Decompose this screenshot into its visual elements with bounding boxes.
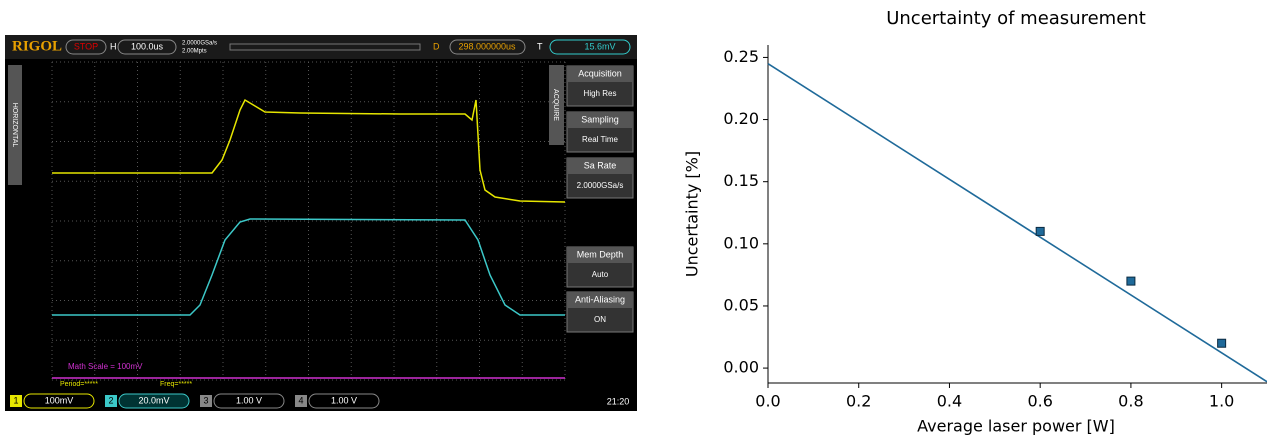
x-tick-label: 0.8: [1118, 392, 1143, 411]
math-scale: Math Scale = 100mV: [68, 362, 143, 371]
data-point: [1218, 339, 1226, 347]
menu-value: Real Time: [582, 135, 619, 144]
channel-id: 4: [298, 395, 303, 405]
menu-title: Anti-Aliasing: [575, 294, 625, 304]
menu-value: High Res: [584, 89, 617, 98]
channel-scale: 1.00 V: [236, 395, 262, 405]
chart-title: Uncertainty of measurement: [886, 8, 1146, 29]
h-label: H: [110, 41, 117, 51]
delay: 298.000000us: [458, 41, 516, 51]
x-tick-label: 1.0: [1209, 392, 1234, 411]
y-tick-label: 0.10: [723, 233, 759, 252]
sample-rate: 2.0000GSa/s: [182, 41, 217, 47]
d-label: D: [433, 41, 440, 51]
channel-scale: 20.0mV: [138, 395, 169, 405]
channel-scale: 100mV: [45, 395, 74, 405]
menu-value: ON: [594, 315, 606, 324]
channel-id: 1: [13, 395, 18, 405]
period: Period=*****: [60, 381, 98, 388]
x-tick-label: 0.2: [846, 392, 871, 411]
channel-scale: 1.00 V: [331, 395, 357, 405]
menu-title: Sampling: [581, 114, 619, 124]
data-point: [1127, 277, 1135, 285]
page: RIGOL STOP H 100.0us 2.0000GSa/s 2.00Mpt…: [0, 0, 1267, 441]
menu-title: Acquisition: [578, 68, 622, 78]
menu-value: Auto: [592, 270, 609, 279]
x-tick-label: 0.6: [1027, 392, 1052, 411]
y-tick-label: 0.20: [723, 109, 759, 128]
left-tab-label: HORIZONTAL: [11, 103, 18, 148]
oscilloscope: RIGOL STOP H 100.0us 2.0000GSa/s 2.00Mpt…: [5, 35, 637, 411]
trigger: 15.6mV: [584, 41, 615, 51]
menu-title: Mem Depth: [577, 249, 624, 259]
menu-value: 2.0000GSa/s: [577, 181, 624, 190]
right-tab-label: ACQUIRE: [552, 89, 559, 121]
channel-id: 3: [203, 395, 208, 405]
menu-title: Sa Rate: [584, 160, 617, 170]
y-tick-label: 0.25: [723, 47, 759, 66]
y-tick-label: 0.05: [723, 295, 759, 314]
y-axis-label: Uncertainty [%]: [683, 151, 702, 277]
status: STOP: [74, 41, 98, 51]
fit-line: [768, 64, 1267, 382]
chart: Uncertainty of measurement Average laser…: [683, 8, 1267, 436]
brand: RIGOL: [12, 38, 62, 54]
clock: 21:20: [607, 396, 630, 406]
points: 2.00Mpts: [182, 49, 207, 55]
x-tick-label: 0.0: [755, 392, 780, 411]
data-point: [1036, 227, 1044, 235]
y-tick-label: 0.00: [723, 358, 759, 377]
x-axis-label: Average laser power [W]: [917, 417, 1115, 436]
freq: Freq=*****: [160, 381, 192, 388]
y-tick-label: 0.15: [723, 171, 759, 190]
timebase: 100.0us: [131, 41, 164, 51]
scope-screen: [5, 35, 637, 411]
x-tick-label: 0.4: [937, 392, 962, 411]
channel-id: 2: [108, 395, 113, 405]
t-label: T: [537, 41, 543, 51]
